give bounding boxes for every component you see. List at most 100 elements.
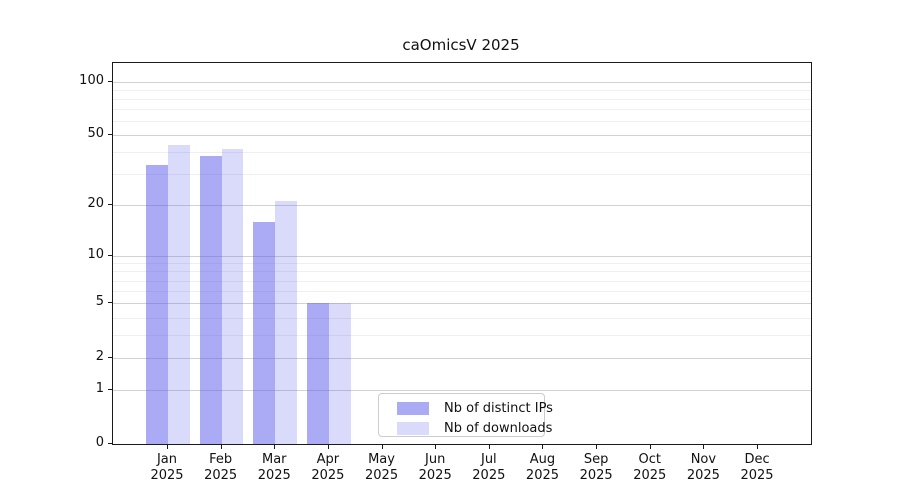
x-tick-mark	[488, 445, 490, 449]
bar-downloads	[168, 145, 190, 444]
x-tick-label-year: 2025	[686, 468, 720, 483]
x-tick-label-year: 2025	[257, 468, 291, 483]
gridline-minor	[113, 109, 811, 111]
bar-distinct-ips	[146, 164, 168, 444]
gridline-minor	[113, 89, 811, 91]
legend: Nb of distinct IPs Nb of downloads	[378, 393, 553, 437]
y-tick-mark	[108, 356, 112, 358]
x-tick-label-year: 2025	[311, 468, 345, 483]
x-tick-label: Sep 2025	[566, 452, 626, 484]
x-tick-label-month: Mar	[262, 452, 287, 467]
legend-item-distinct-ips: Nb of distinct IPs	[397, 400, 553, 416]
x-tick-label-month: Jun	[425, 452, 446, 467]
gridline-major	[113, 135, 811, 137]
gridline-major	[113, 255, 811, 257]
y-tick-label: 5	[95, 294, 104, 310]
y-tick-mark	[108, 443, 112, 444]
x-tick-label-year: 2025	[525, 468, 560, 483]
x-tick-label-month: Feb	[209, 452, 233, 467]
gridline-major	[113, 389, 811, 391]
gridline-minor	[113, 335, 811, 337]
y-tick-mark	[108, 134, 112, 136]
gridline-minor	[113, 280, 811, 282]
x-tick-label-year: 2025	[418, 468, 452, 483]
gridline-major	[113, 303, 811, 305]
y-tick-label: 100	[79, 72, 104, 88]
x-tick-label: Apr 2025	[298, 452, 358, 484]
y-tick-label: 2	[95, 348, 104, 364]
x-tick-label-year: 2025	[633, 468, 667, 483]
x-tick-label-year: 2025	[150, 468, 184, 483]
x-tick-mark	[542, 445, 544, 449]
y-tick-mark	[108, 388, 112, 390]
y-tick-label: 50	[87, 126, 104, 142]
x-tick-label: Mar 2025	[244, 452, 304, 484]
x-tick-label-month: Nov	[690, 452, 717, 467]
bar-distinct-ips	[253, 221, 276, 444]
y-tick-mark	[108, 254, 112, 256]
gridline-minor	[113, 98, 811, 100]
x-tick-label: May 2025	[352, 452, 412, 484]
y-tick-label: 20	[87, 195, 104, 211]
x-tick-mark	[435, 445, 437, 449]
x-tick-mark	[703, 445, 705, 449]
x-tick-label: Jul 2025	[459, 452, 519, 484]
legend-swatch-downloads	[397, 421, 429, 435]
legend-label-downloads: Nb of downloads	[444, 420, 553, 436]
x-tick-label-year: 2025	[204, 468, 238, 483]
chart-title: caOmicsV 2025	[402, 36, 520, 54]
plot-area: Nb of distinct IPs Nb of downloads	[112, 62, 812, 445]
bar-downloads	[328, 303, 351, 444]
x-tick-label-month: Oct	[638, 452, 661, 467]
x-tick-mark	[167, 445, 168, 449]
x-tick-label-month: Apr	[316, 452, 340, 467]
x-tick-label: Aug 2025	[512, 452, 572, 484]
y-tick-label: 10	[87, 246, 104, 262]
gridline-minor	[113, 121, 811, 123]
x-tick-mark	[596, 445, 598, 449]
x-tick-label: Dec 2025	[727, 452, 787, 484]
y-tick-mark	[108, 302, 112, 304]
x-tick-label-year: 2025	[365, 468, 399, 483]
y-tick-mark	[108, 203, 112, 205]
x-tick-label: Jun 2025	[405, 452, 465, 484]
gridline-minor	[113, 152, 811, 154]
x-tick-mark	[274, 445, 276, 449]
legend-label-distinct-ips: Nb of distinct IPs	[444, 400, 553, 416]
x-tick-label-year: 2025	[740, 468, 774, 483]
bar-downloads	[221, 148, 244, 444]
x-tick-label-month: Jul	[480, 452, 497, 467]
x-tick-mark	[220, 445, 222, 449]
x-tick-label: Oct 2025	[620, 452, 680, 484]
gridline-major	[113, 204, 811, 206]
legend-swatch-distinct-ips	[397, 401, 429, 415]
gridline-minor	[113, 317, 811, 319]
legend-item-downloads: Nb of downloads	[397, 420, 552, 436]
gridline-minor	[113, 271, 811, 273]
y-tick-label: 1	[95, 380, 104, 396]
gridline-major	[113, 357, 811, 359]
x-tick-mark	[649, 445, 651, 449]
x-tick-label-year: 2025	[472, 468, 506, 483]
x-tick-label-month: Dec	[744, 452, 770, 467]
gridline-minor	[113, 291, 811, 293]
y-tick-mark	[108, 80, 112, 82]
gridline-minor	[113, 174, 811, 176]
x-tick-label-month: May	[368, 452, 395, 467]
x-tick-label: Jan 2025	[137, 452, 197, 484]
x-tick-mark	[757, 445, 759, 449]
x-tick-label-month: Sep	[583, 452, 609, 467]
x-tick-mark	[327, 445, 329, 449]
x-tick-mark	[381, 445, 383, 449]
gridline-major	[113, 81, 811, 83]
bar-distinct-ips	[307, 303, 329, 444]
gridline-minor	[113, 263, 811, 265]
x-tick-label-month: Aug	[529, 452, 556, 467]
y-tick-label: 0	[95, 435, 104, 450]
bar-distinct-ips	[199, 156, 222, 444]
x-tick-label-month: Jan	[156, 452, 178, 467]
x-tick-label: Nov 2025	[673, 452, 733, 484]
x-tick-label-year: 2025	[579, 468, 613, 483]
bar-downloads	[275, 201, 298, 444]
